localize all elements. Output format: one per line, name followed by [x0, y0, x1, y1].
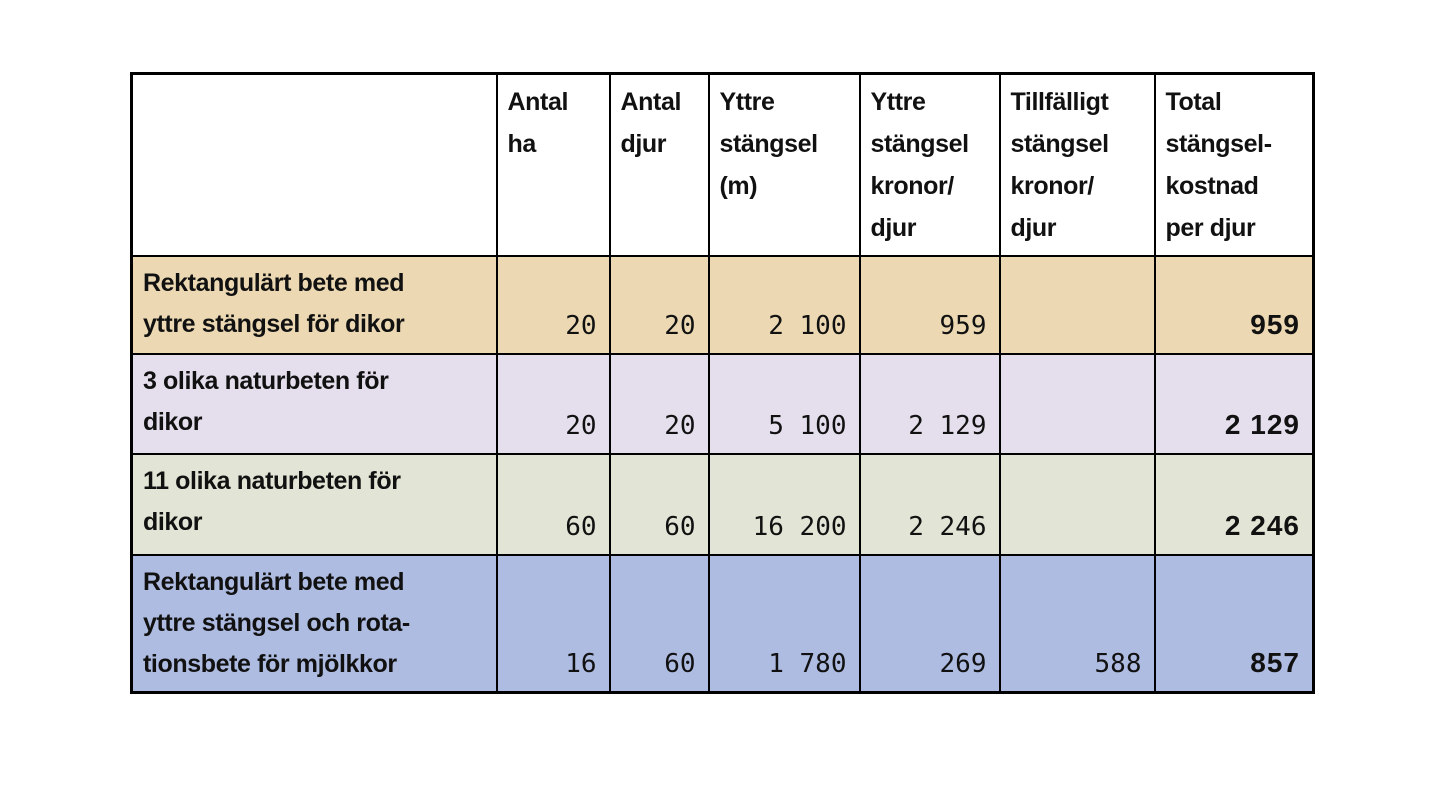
cell-yttre-stangsel-kronor-djur: 2 129	[858, 353, 1001, 455]
table-row-3-naturbeten-dikor: 3 olika naturbeten för dikor 20 20 5 100…	[130, 353, 1315, 455]
cell-yttre-stangsel-m: 5 100	[707, 353, 861, 455]
cell-total-kostnad-per-djur: 2 246	[1153, 453, 1315, 556]
header-total-stangselkostnad-per-djur: Total stängsel- kostnad per djur	[1153, 72, 1315, 257]
row-label: Rektangulärt bete med yttre stängsel och…	[130, 554, 498, 694]
header-antal-djur: Antal djur	[608, 72, 710, 257]
row-label: Rektangulärt bete med yttre stängsel för…	[130, 255, 498, 355]
cell-yttre-stangsel-m: 1 780	[707, 554, 861, 694]
table-row-rektangulart-bete-rotationsbete-mjolkkor: Rektangulärt bete med yttre stängsel och…	[130, 554, 1315, 694]
header-row: Antal ha Antal djur Yttre stängsel (m) Y…	[130, 72, 1315, 257]
cell-antal-ha: 60	[495, 453, 611, 556]
cell-tillfalligt-stangsel-kronor-djur	[998, 255, 1156, 355]
table-row-11-naturbeten-dikor: 11 olika naturbeten för dikor 60 60 16 2…	[130, 453, 1315, 556]
cell-yttre-stangsel-kronor-djur: 269	[858, 554, 1001, 694]
cell-total-kostnad-per-djur: 857	[1153, 554, 1315, 694]
cell-yttre-stangsel-kronor-djur: 2 246	[858, 453, 1001, 556]
cell-antal-ha: 20	[495, 255, 611, 355]
cell-yttre-stangsel-m: 2 100	[707, 255, 861, 355]
header-antal-ha: Antal ha	[495, 72, 611, 257]
header-yttre-stangsel-kronor-djur: Yttre stängsel kronor/ djur	[858, 72, 1001, 257]
header-row-label-column	[130, 72, 498, 257]
cell-tillfalligt-stangsel-kronor-djur: 588	[998, 554, 1156, 694]
cell-yttre-stangsel-m: 16 200	[707, 453, 861, 556]
row-label: 3 olika naturbeten för dikor	[130, 353, 498, 455]
cell-antal-djur: 60	[608, 453, 710, 556]
row-label: 11 olika naturbeten för dikor	[130, 453, 498, 556]
cell-antal-djur: 60	[608, 554, 710, 694]
table-row-rektangulart-bete-dikor: Rektangulärt bete med yttre stängsel för…	[130, 255, 1315, 355]
cell-tillfalligt-stangsel-kronor-djur	[998, 353, 1156, 455]
cell-tillfalligt-stangsel-kronor-djur	[998, 453, 1156, 556]
cell-total-kostnad-per-djur: 959	[1153, 255, 1315, 355]
cell-total-kostnad-per-djur: 2 129	[1153, 353, 1315, 455]
header-yttre-stangsel-m: Yttre stängsel (m)	[707, 72, 861, 257]
cell-antal-ha: 16	[495, 554, 611, 694]
cell-antal-djur: 20	[608, 353, 710, 455]
cell-antal-djur: 20	[608, 255, 710, 355]
cell-antal-ha: 20	[495, 353, 611, 455]
cell-yttre-stangsel-kronor-djur: 959	[858, 255, 1001, 355]
header-tillfalligt-stangsel-kronor-djur: Tillfälligt stängsel kronor/ djur	[998, 72, 1156, 257]
fence-cost-table: Antal ha Antal djur Yttre stängsel (m) Y…	[130, 72, 1315, 694]
